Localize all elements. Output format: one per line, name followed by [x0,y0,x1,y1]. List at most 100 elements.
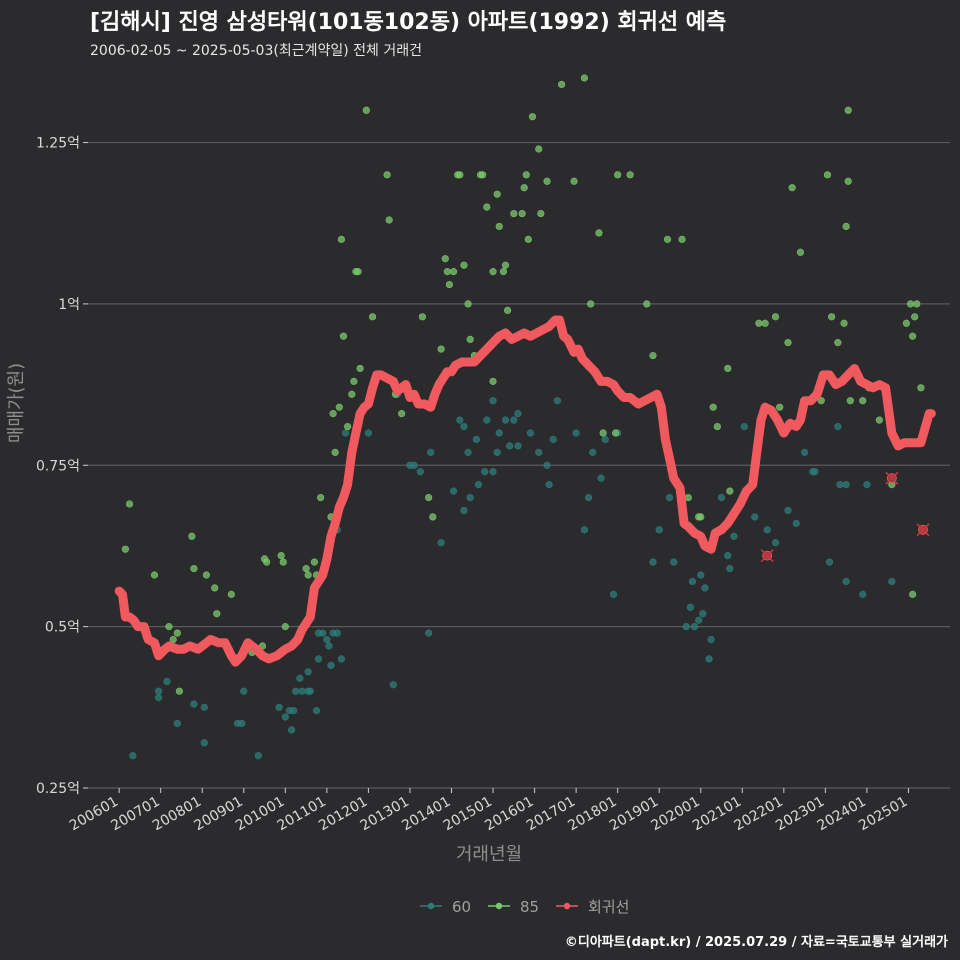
data-point-85 [844,106,852,114]
data-point-85 [902,319,910,327]
data-point-60 [341,429,350,437]
data-point-60 [501,416,510,424]
data-point-85 [834,339,842,347]
data-point-60 [472,435,481,444]
data-point-85 [913,300,921,308]
legend-label: 85 [520,898,539,916]
data-point-60 [200,703,208,711]
data-point-60 [707,635,715,644]
legend-label: 60 [452,898,471,916]
data-point-85 [277,552,285,560]
data-point-85 [510,209,518,218]
data-point-85 [429,513,437,521]
regression-line [114,315,936,667]
data-point-60 [425,629,433,637]
data-point-85 [755,319,763,327]
data-point-60 [717,493,726,502]
data-point-85 [595,229,603,237]
data-point-85 [626,171,634,179]
data-point-85 [599,429,607,437]
data-point-60 [597,474,605,482]
data-point-60 [811,468,819,476]
data-point-60 [489,397,497,405]
data-point-60 [427,448,435,456]
data-point-85 [227,590,235,598]
data-point-60 [670,558,678,566]
data-point-60 [449,487,458,495]
data-point-60 [238,719,246,728]
data-point-85 [479,171,487,179]
data-point-85 [520,184,528,192]
data-point-60 [129,752,137,760]
data-point-85 [443,268,451,276]
data-point-85 [489,268,497,276]
data-point-60 [686,603,694,611]
data-point-85 [437,345,445,353]
data-point-60 [535,448,543,456]
data-point-85 [483,203,491,211]
data-point-85 [418,313,427,321]
regression-line-layer [114,315,936,667]
data-point-85 [909,332,917,340]
data-point-60 [705,655,713,663]
data-point-60 [589,448,597,456]
data-point-60 [155,687,163,695]
data-point-60 [726,564,734,573]
data-point-85 [828,313,836,321]
data-point-85 [709,403,717,411]
data-point-85 [263,558,271,566]
data-point-60 [410,461,418,469]
data-point-85 [456,171,464,179]
data-point-85 [354,268,362,276]
data-point-85 [348,390,356,398]
data-point-85 [771,313,780,321]
data-point-85 [331,448,339,456]
data-point-85 [524,235,532,243]
data-point-60 [456,416,464,424]
data-point-60 [825,558,834,566]
data-point-60 [842,481,850,489]
data-point-60 [327,661,335,669]
data-point-85 [817,397,825,405]
data-point-60 [792,519,800,527]
data-point-60 [514,410,522,418]
data-point-85 [906,300,915,308]
data-point-60 [474,481,483,489]
data-point-60 [690,623,699,631]
data-point-60 [506,442,514,450]
legend-marker [563,902,571,910]
data-point-60 [751,513,759,521]
data-point-60 [275,703,283,711]
data-point-85 [788,184,796,192]
data-point-85 [495,222,503,231]
data-point-60 [254,752,262,760]
data-point-85 [649,351,657,360]
data-point-60 [842,577,850,586]
data-point-60 [325,642,333,650]
data-point-60 [333,629,341,637]
data-point-85 [493,190,501,198]
data-point-85 [911,313,919,321]
data-point-85 [173,629,181,637]
data-point-60 [601,435,609,444]
data-point-85 [175,687,183,695]
data-point-60 [688,577,697,586]
data-point-85 [449,268,458,276]
data-point-85 [169,635,177,644]
axes: 0.25억0.5억0.75억1억1.25억2006012007012008012… [6,136,910,865]
x-axis-title: 거래년월 [456,844,522,865]
data-point-60 [466,493,474,502]
data-point-60 [364,429,373,437]
data-point-85 [557,80,566,89]
data-point-85 [678,235,686,243]
y-tick-label: 1억 [58,297,80,313]
data-point-60 [290,706,298,715]
data-point-60 [200,739,208,747]
data-point-60 [740,422,748,431]
data-point-85 [425,493,433,502]
y-tick-label: 1.25억 [36,136,80,152]
data-point-85 [211,584,219,592]
data-point-85 [535,145,543,153]
data-point-85 [518,209,526,218]
data-point-85 [335,403,343,411]
